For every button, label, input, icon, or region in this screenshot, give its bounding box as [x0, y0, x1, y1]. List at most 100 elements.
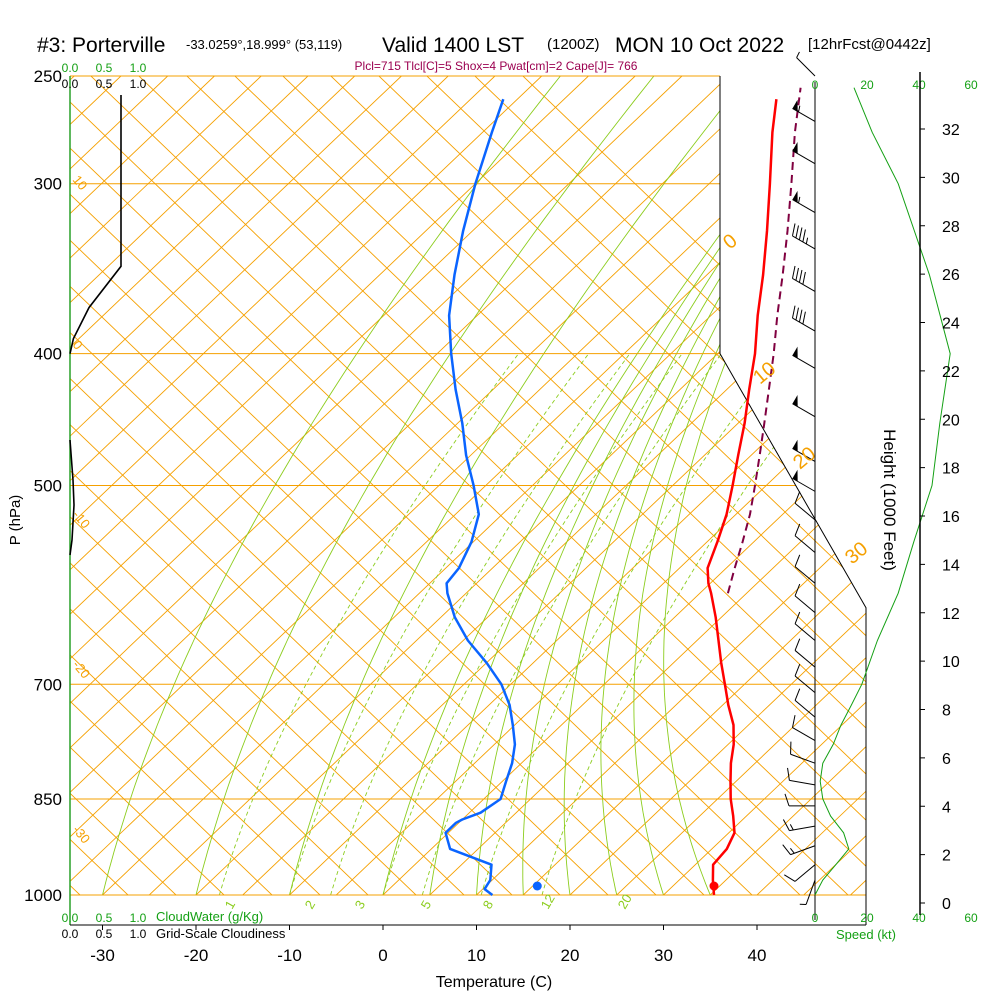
speed-tick-bottom: 40 [912, 911, 926, 925]
isotherm-line [476, 76, 866, 895]
wind-barb-half-flag [790, 847, 795, 854]
mixing-ratio-line [330, 353, 631, 895]
wind-barb [791, 715, 816, 742]
mixing-ratio-label: 5 [418, 898, 435, 912]
mixing-ratio-line [541, 353, 842, 895]
height-tick-label: 28 [942, 219, 960, 236]
wind-barb-flag [784, 793, 790, 807]
dry-adiabat-line [70, 76, 866, 895]
isotherm-line [522, 76, 866, 895]
dry-adiabat-line [70, 76, 561, 895]
dry-adiabat-line [70, 76, 81, 895]
wind-barb-flag [794, 611, 801, 624]
dry-adiabat-line [70, 76, 369, 895]
wind-barb [782, 844, 816, 856]
height-tick-label: 24 [942, 316, 960, 333]
wind-barb-shaft [796, 57, 816, 77]
sounding-indices: Plcl=715 Tlcl[C]=5 Shox=4 Pwat[cm]=2 Cap… [355, 59, 638, 73]
isotherm-label: 30 [841, 538, 872, 569]
wind-barb-pennant [792, 99, 798, 112]
dry-adiabat-line [83, 76, 866, 895]
dry-adiabat-line [70, 76, 129, 895]
wind-barb [791, 305, 816, 332]
cloudwater-tick-bottom: 0.5 [96, 911, 113, 925]
wind-barb [794, 523, 816, 553]
pressure-tick-label: 850 [34, 790, 62, 809]
mixing-ratio-line [382, 353, 683, 895]
speed-tick-top: 60 [964, 78, 978, 92]
height-tick-label: 12 [942, 606, 960, 623]
wind-barb [791, 265, 816, 292]
isotherm-line [70, 76, 215, 895]
wind-barb-flag [791, 265, 796, 279]
wind-barb [792, 346, 816, 369]
moist-adiabat-line [563, 76, 860, 895]
dry-adiabat-line [70, 76, 801, 895]
pressure-tick-label: 400 [34, 345, 62, 364]
wind-barb-flag [794, 491, 801, 504]
wind-barb-flag [794, 664, 801, 677]
wind-barb-pennant [792, 346, 798, 359]
mixing-ratio-line [218, 353, 519, 895]
wind-barb [794, 664, 816, 694]
wind-barb [784, 864, 816, 882]
dry-adiabat-line [70, 76, 849, 895]
isotherm-label: 0 [719, 230, 742, 254]
wind-barb-shaft [792, 727, 816, 742]
profile-layer [444, 87, 802, 896]
cloudwater-label: CloudWater (g/Kg) [156, 909, 263, 924]
theta-label: 10 [70, 172, 91, 193]
isotherm-line [663, 76, 866, 895]
cloudiness-tick-bottom: 1.0 [130, 927, 147, 941]
wind-speed-axis-label: Speed (kt) [836, 927, 896, 942]
cloudiness-line [69, 95, 122, 354]
isotherm-line [70, 76, 402, 895]
mixing-ratio-label: 12 [538, 891, 558, 911]
height-tick-label: 20 [942, 412, 960, 429]
height-tick-label: 18 [942, 461, 960, 478]
wind-barb-shaft [794, 675, 816, 694]
wind-barb-flag [794, 688, 801, 701]
wind-barb-flag [798, 227, 803, 241]
isotherm-line [70, 76, 356, 895]
height-tick-label: 16 [942, 509, 960, 526]
wind-barb [784, 793, 815, 807]
wind-barb [794, 554, 816, 584]
dry-adiabat-line [70, 76, 417, 895]
cloudwater-tick-bottom: 0.0 [62, 911, 79, 925]
dry-adiabat-line [70, 76, 866, 895]
wind-barb-shaft [792, 403, 816, 418]
height-tick-label: 6 [942, 751, 951, 768]
wind-barb-shaft [792, 477, 816, 492]
wind-barb-flag [795, 225, 799, 239]
wind-barb [792, 439, 816, 462]
forecast-info: [12hrFcst@0442z] [808, 36, 931, 53]
wind-barb-flag [802, 311, 806, 325]
wind-barb-shaft [794, 700, 816, 718]
mixing-ratio-line [480, 353, 781, 895]
wind-barb-flag [794, 523, 801, 536]
height-tick-label: 26 [942, 267, 960, 284]
wind-barb-half-flag [798, 105, 801, 113]
plot-background [0, 76, 866, 895]
speed-tick-top: 0 [812, 78, 819, 92]
cloudiness-label: Grid-Scale Cloudiness [156, 926, 286, 941]
wind-barb-flag [791, 715, 796, 728]
wind-barb-pennant [792, 469, 798, 482]
station-title: #3: Porterville [37, 34, 165, 57]
pressure-tick-label: 300 [34, 175, 62, 194]
wind-barb-flag [794, 583, 801, 597]
surface-temperature-dot [709, 881, 719, 891]
mixing-ratio-line [289, 353, 589, 895]
isotherm-line [709, 76, 866, 895]
wind-barb-flag [802, 229, 806, 243]
surface-dewpoint-dot [532, 881, 542, 891]
wind-barb-flag [802, 271, 806, 285]
pressure-tick-label: 1000 [24, 886, 62, 905]
isotherm-line [0, 76, 27, 895]
wind-barb-shaft [789, 779, 816, 786]
height-axis-label: Height (1000 Feet) [880, 429, 899, 571]
height-tick-label: 22 [942, 364, 960, 381]
cloudiness-tick-top: 0.0 [62, 77, 79, 91]
pressure-tick-label: 250 [34, 67, 62, 86]
